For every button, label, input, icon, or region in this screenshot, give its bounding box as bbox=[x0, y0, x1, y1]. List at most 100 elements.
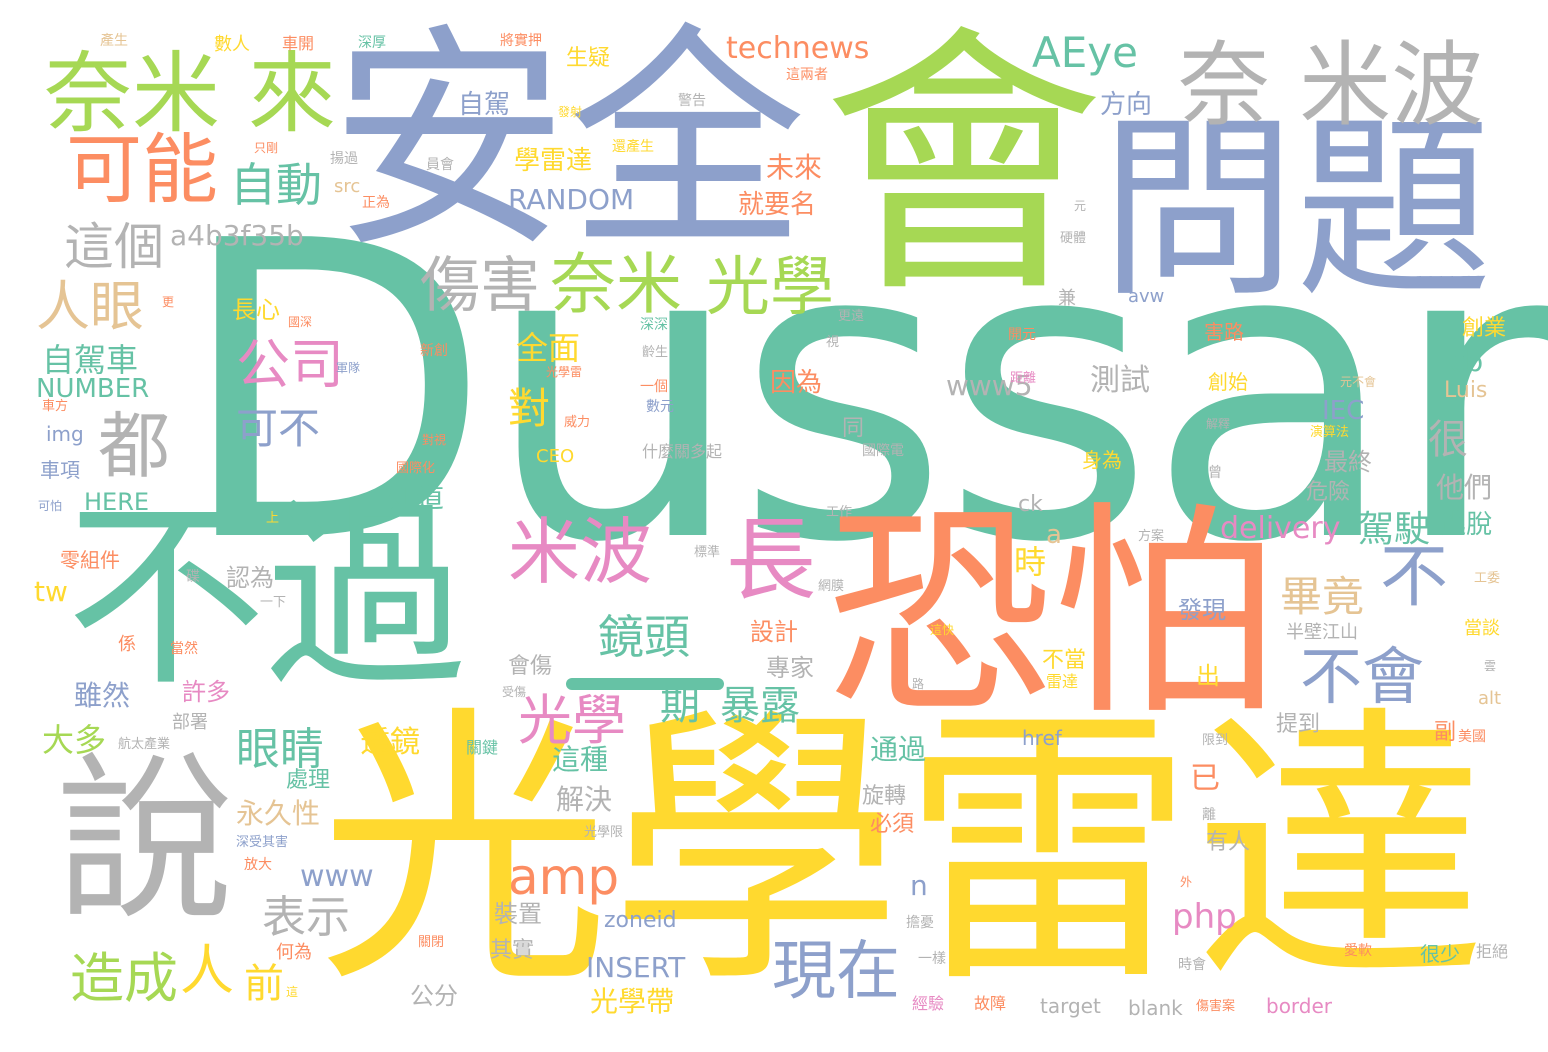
word-n: n bbox=[910, 869, 928, 902]
word-yongjiuxing: 永久性 bbox=[236, 797, 321, 830]
word-naimi: 奈米 bbox=[550, 246, 682, 323]
word-fu: 副 bbox=[1434, 720, 1457, 745]
word-alt: alt bbox=[1478, 688, 1502, 709]
word-qian: 前 bbox=[244, 961, 284, 1007]
word-ceo: CEO bbox=[536, 446, 575, 467]
word-zhe-liang: 這兩者 bbox=[786, 67, 828, 83]
word-faxian: 發現 bbox=[1178, 596, 1226, 624]
word-yige: 一個 bbox=[640, 379, 668, 395]
word-li: 離 bbox=[1202, 807, 1216, 823]
word-anquan: 安全 bbox=[330, 4, 806, 281]
word-zhiyou: 只剛 bbox=[254, 141, 279, 155]
word-zeng: 曾 bbox=[1208, 465, 1222, 481]
word-leida: 雷達 bbox=[1046, 672, 1079, 691]
word-hangtai: 航太產業 bbox=[118, 737, 171, 752]
word-zijiache: 自駕車 bbox=[42, 341, 139, 379]
word-xi: 係 bbox=[118, 634, 136, 655]
word-gongzuo: 工作 bbox=[826, 505, 853, 520]
word-taotuo: 逃脫 bbox=[1440, 510, 1493, 540]
word-weilai: 未來 bbox=[766, 151, 823, 184]
word-tongguo: 通過 bbox=[870, 733, 927, 766]
word-zheyang: 這快 bbox=[930, 623, 955, 637]
word-ceshi: 測試 bbox=[1090, 363, 1150, 398]
word-guangxuexian: 光學限 bbox=[584, 825, 624, 840]
word-geng: 更 bbox=[162, 295, 175, 309]
word-yuanbuhui: 元不會 bbox=[1340, 375, 1377, 389]
word-yiyou: 已 bbox=[1190, 761, 1220, 796]
word-guangxuedai: 光學帶 bbox=[590, 985, 675, 1018]
word-quanmian: 全面 bbox=[516, 329, 581, 367]
word-biaozhun: 標準 bbox=[694, 545, 721, 560]
word-qi: 期 bbox=[660, 683, 700, 729]
word-zhege: 這個 bbox=[64, 218, 164, 276]
word-guangxue-1: 光學 bbox=[706, 251, 834, 325]
word-hen: 很 bbox=[1428, 417, 1468, 463]
word-shenshoushang: 深受其害 bbox=[236, 835, 289, 850]
word-shi: 時 bbox=[1014, 543, 1047, 581]
word-gongfen: 公分 bbox=[410, 982, 458, 1010]
word-chejian: 車開 bbox=[282, 34, 315, 53]
word-jingguo: 揚過 bbox=[330, 151, 358, 167]
word-random: RANDOM bbox=[508, 183, 635, 216]
word-wangmo: 網膜 bbox=[818, 579, 845, 594]
word-naimi-lai: 奈米 來 bbox=[44, 42, 336, 145]
word-meiguo: 美國 bbox=[1458, 729, 1486, 745]
word-bangjiang: 半壁江山 bbox=[1286, 622, 1358, 643]
word-guzhang: 故障 bbox=[974, 994, 1007, 1013]
word-fangxiang: 方向 bbox=[1100, 90, 1153, 120]
word-zidong: 自動 bbox=[230, 158, 322, 212]
word-cb: cb bbox=[1450, 345, 1484, 378]
word-fangan: 方案 bbox=[1138, 529, 1165, 544]
word-hailu: 害路 bbox=[1204, 320, 1244, 344]
word-zijia: 自駕 bbox=[458, 90, 511, 120]
word-shuo: 說 bbox=[56, 737, 234, 944]
word-jian: 兼 bbox=[1058, 288, 1076, 309]
word-a4b3: a4b3f35b bbox=[170, 219, 304, 252]
word-fangda: 放大 bbox=[244, 857, 272, 873]
word-a: a bbox=[1046, 520, 1062, 550]
word-yixia: 一下 bbox=[260, 595, 287, 610]
word-jiejue: 解決 bbox=[556, 783, 613, 816]
word-guoji: 國際電 bbox=[862, 443, 904, 459]
word-xinchuang: 新創 bbox=[420, 343, 448, 359]
word-suiran: 雖然 bbox=[74, 679, 131, 712]
word-href: href bbox=[1022, 726, 1062, 750]
word-jinggao: 警告 bbox=[678, 93, 706, 109]
word-weili: 威力 bbox=[564, 415, 591, 430]
word-guangxue-leida: 光學雷達 bbox=[318, 682, 1486, 1022]
word-guanjian: 關鍵 bbox=[466, 738, 499, 757]
word-yuanchan: 還產生 bbox=[612, 139, 654, 155]
word-chuangshi: 創始 bbox=[1208, 370, 1248, 394]
word-keneng: 可能 bbox=[66, 125, 218, 214]
word-dangran: 當然 bbox=[170, 641, 198, 657]
word-dian: 碟 bbox=[186, 569, 200, 585]
word-sheji: 設計 bbox=[750, 618, 798, 646]
word-jingtou: 鏡頭 bbox=[598, 610, 690, 664]
word-iec: IEC bbox=[1322, 396, 1365, 426]
word-kebu: 可不 bbox=[236, 404, 321, 453]
word-lu: 路 bbox=[912, 677, 925, 691]
word-renwei: 認為 bbox=[226, 564, 274, 592]
word-heiwei: 何為 bbox=[276, 942, 312, 963]
word-zuizhong: 最終 bbox=[1324, 448, 1372, 476]
word-yinwei: 因為 bbox=[770, 368, 823, 398]
word-shenmeguan: 什麼關多起 bbox=[642, 442, 723, 461]
word-kaiguan: 關閉 bbox=[418, 935, 445, 950]
word-guangxue-2: 光學 bbox=[518, 689, 626, 752]
word-yuanhui: 員會 bbox=[426, 157, 454, 173]
word-shenwei: 身為 bbox=[1082, 448, 1122, 472]
word-border: border bbox=[1266, 994, 1333, 1018]
word-jiashi: 駕駛 bbox=[1358, 509, 1431, 550]
word-qishi: 其實 bbox=[490, 938, 535, 963]
word-bushu: 部署 bbox=[172, 712, 208, 733]
word-naimi-bo: 奈 米波 bbox=[1178, 32, 1484, 139]
word-wenti: 問題 bbox=[1100, 96, 1493, 324]
word-dussan: Dussan bbox=[176, 154, 1548, 632]
word-bijing: 畢竟 bbox=[1280, 572, 1365, 621]
word-shanghai: 傷害 bbox=[420, 251, 540, 321]
word-bianyao: 擔憂 bbox=[906, 915, 934, 931]
word-chexiang: 車項 bbox=[40, 458, 80, 482]
word-xueleida: 學雷達 bbox=[514, 146, 593, 176]
word-shenshen: 深深 bbox=[640, 317, 668, 333]
word-yiyang: 一樣 bbox=[918, 951, 946, 967]
